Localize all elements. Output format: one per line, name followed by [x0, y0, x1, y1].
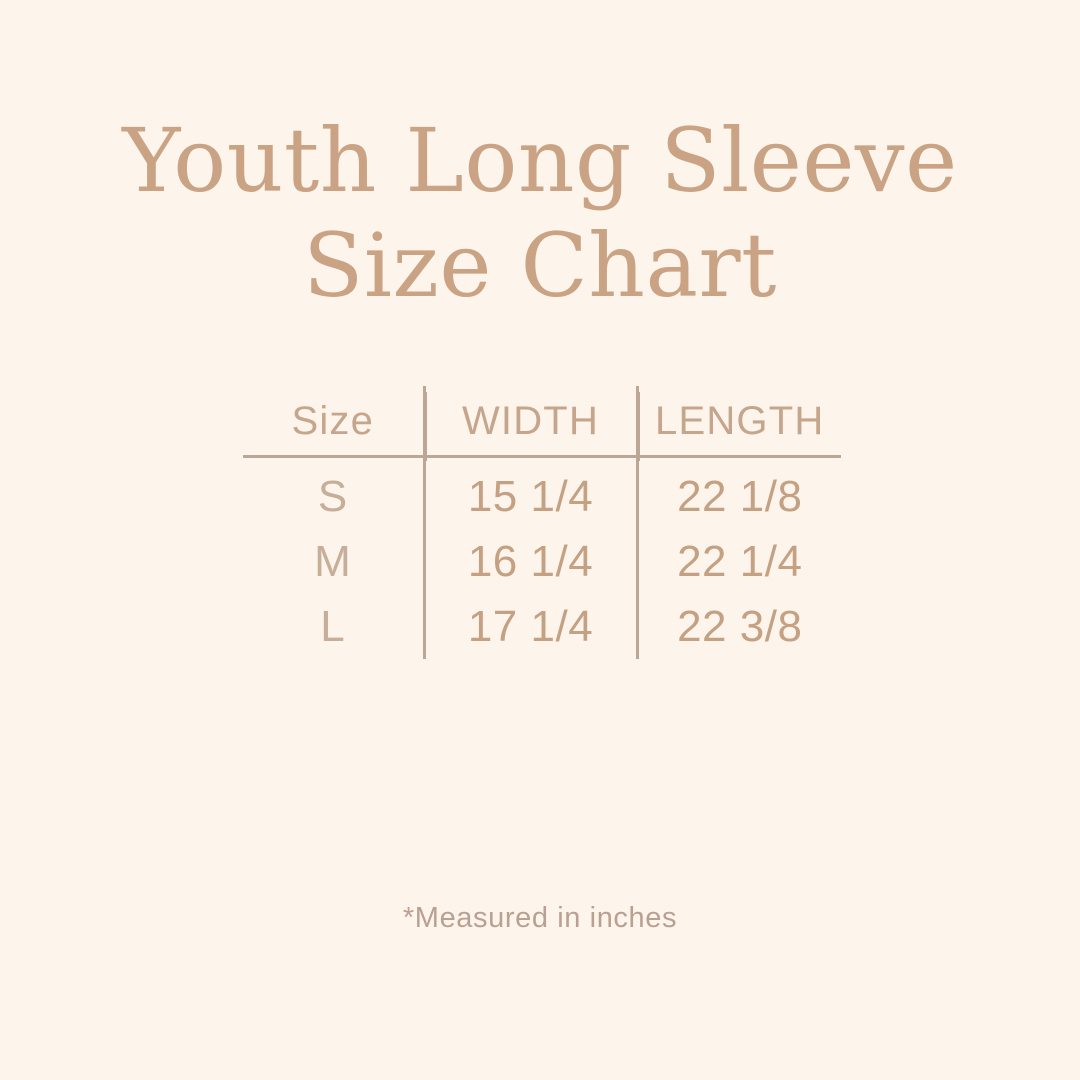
units-footnote: *Measured in inches: [402, 902, 678, 934]
title-line-1: Youth Long Sleeve: [122, 109, 958, 212]
cell-width-m: 16 1/4: [422, 529, 637, 594]
cell-width-s: 15 1/4: [422, 456, 637, 529]
table-header: Size WIDTH LENGTH: [243, 386, 841, 458]
cell-size-s: S: [317, 471, 348, 521]
table-header-row: Size WIDTH LENGTH: [243, 386, 841, 458]
cell-size-l: L: [320, 601, 346, 651]
cell-length-m: 22 1/4: [635, 529, 841, 594]
column-divider-rule-right: [637, 392, 640, 461]
cell-width-l: 17 1/4: [422, 594, 637, 659]
column-divider-rule-left: [424, 392, 427, 461]
cell-size-m: M: [314, 536, 352, 586]
page-title: Youth Long Sleeve Size Chart: [0, 108, 1080, 318]
table-body: S 15 1/4 22 1/8 M 16 1/4 22 1/4 L 17 1/4…: [243, 456, 841, 659]
size-chart-table-wrapper: Size WIDTH LENGTH S 15 1/4 22 1/8 M 16 1…: [243, 386, 841, 659]
title-line-2: Size Chart: [303, 214, 777, 317]
table-row: M 16 1/4 22 1/4: [243, 529, 841, 594]
column-header-width: WIDTH: [422, 386, 637, 458]
column-header-size: Size: [243, 386, 424, 458]
cell-length-s: 22 1/8: [635, 456, 841, 529]
cell-length-l: 22 3/8: [635, 594, 841, 659]
table-row: S 15 1/4 22 1/8: [243, 456, 841, 529]
size-chart-table: Size WIDTH LENGTH S 15 1/4 22 1/8 M 16 1…: [243, 386, 841, 659]
column-header-length: LENGTH: [635, 386, 841, 458]
table-row: L 17 1/4 22 3/8: [243, 594, 841, 659]
